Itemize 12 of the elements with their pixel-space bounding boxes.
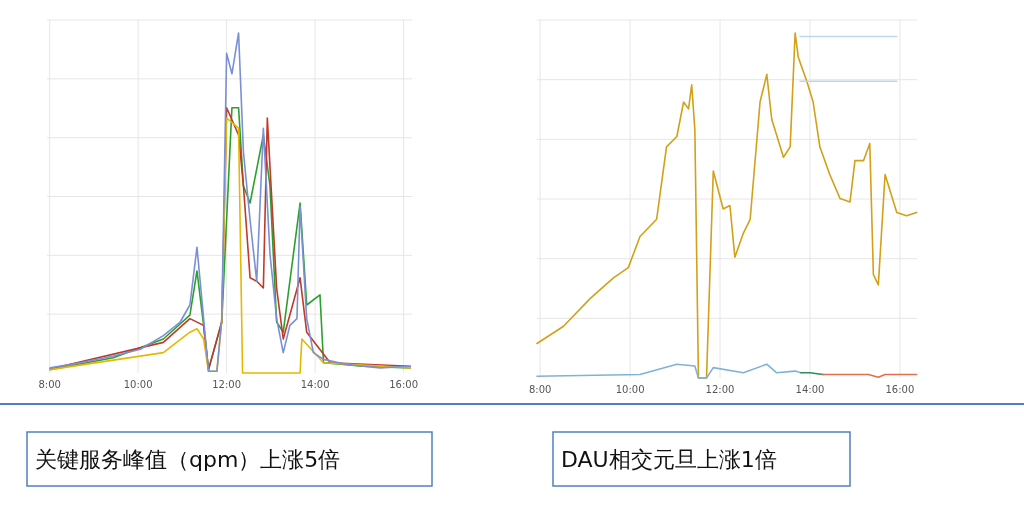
x-tick-label: 12:00	[212, 379, 242, 390]
x-tick-label: 16:00	[389, 379, 419, 390]
x-tick-label: 10:00	[123, 379, 153, 390]
x-tick-label: 14:00	[795, 384, 825, 395]
x-tick-label: 8:00	[528, 384, 552, 395]
text: 关键服务峰值（qpm）上涨5倍	[35, 447, 341, 472]
x-tick-label: 10:00	[615, 384, 645, 395]
x-tick-label: 16:00	[885, 384, 915, 395]
text: DAU相交元旦上涨1倍	[561, 447, 777, 472]
x-tick-label: 14:00	[300, 379, 330, 390]
x-tick-label: 8:00	[38, 379, 61, 390]
x-tick-label: 12:00	[705, 384, 735, 395]
